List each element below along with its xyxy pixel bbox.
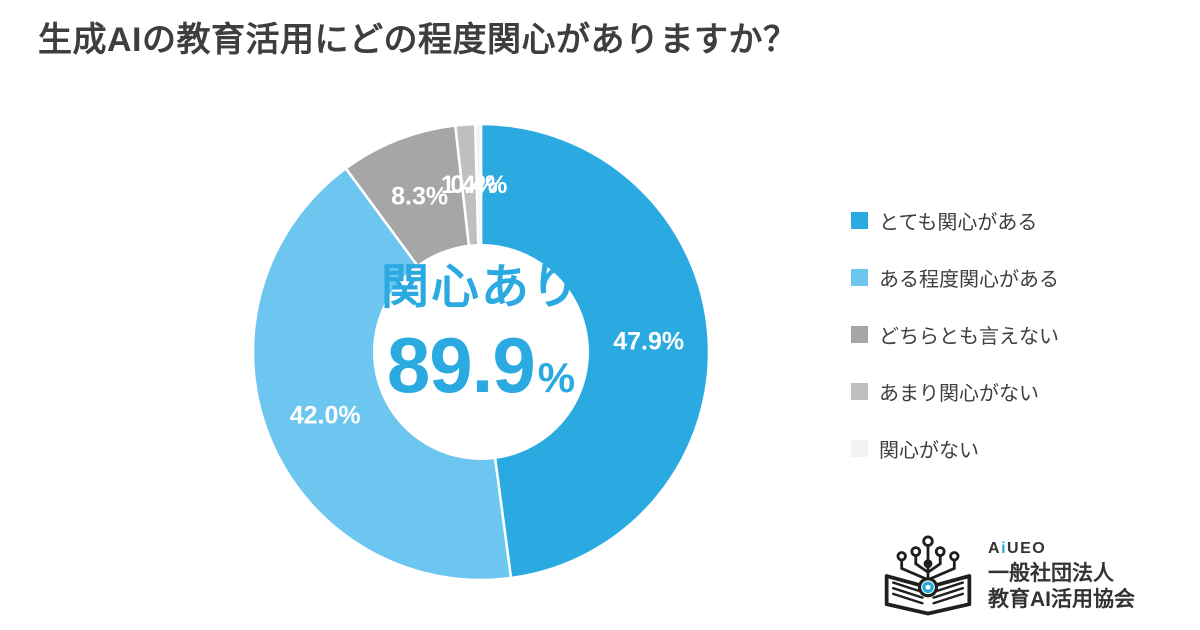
circuit-nodes [896,535,960,569]
center-value-unit: % [537,354,576,401]
org-name: 教育AI活用協会 [988,587,1135,611]
legend-item-0: とても関心がある [851,206,1059,235]
org-logo-text: AiUEO 一般社団法人 教育AI活用協会 [988,532,1135,612]
legend: とても関心がある ある程度関心がある どちらとも言えない あまり関心がない 関心がない [851,206,1059,491]
legend-label: 関心がない [879,440,979,462]
slice-value-label-4: 0.4% [450,171,507,199]
chart-title: 生成AIの教育活用にどの程度関心がありますか？ [38,21,798,59]
legend-swatch [851,212,868,229]
slice-value-label-3: 1.4% [441,171,498,199]
book-center-blue-dot [922,581,934,594]
center-value-number: 89.9 [386,321,536,409]
legend-label: あまり関心がない [879,383,1039,405]
brand-rest: UEO [1007,540,1047,557]
slice-value-label-2: 8.3% [391,182,448,210]
center-caption: 関心あり [380,261,581,314]
brand-i: i [1001,540,1008,557]
slice-value-label-0: 47.9% [613,328,684,356]
legend-label: とても関心がある [879,212,1038,234]
legend-swatch [851,383,868,400]
donut-center-label: 関心あり 89.9% [331,261,631,405]
brand-name: AiUEO [988,540,1135,558]
legend-item-1: ある程度関心がある [851,263,1059,292]
legend-label: ある程度関心がある [879,269,1059,291]
center-value: 89.9% [331,326,631,404]
legend-swatch [851,440,868,457]
legend-item-2: どちらとも言えない [851,320,1059,349]
book-circuit-icon [884,535,972,616]
legend-swatch [851,326,868,343]
org-type: 一般社団法人 [988,562,1114,585]
slice-value-label-1: 42.0% [290,402,361,430]
book-center-ring [917,577,939,598]
donut-slice-0 [479,122,711,580]
donut-hole [373,244,589,460]
open-book [884,574,972,616]
legend-item-3: あまり関心がない [851,377,1059,406]
legend-swatch [851,269,868,286]
legend-label: どちらとも言えない [879,326,1059,348]
legend-item-4: 関心がない [851,434,1059,463]
brand-a: A [988,540,1002,557]
org-logo: AiUEO 一般社団法人 教育AI活用協会 [881,532,1135,620]
